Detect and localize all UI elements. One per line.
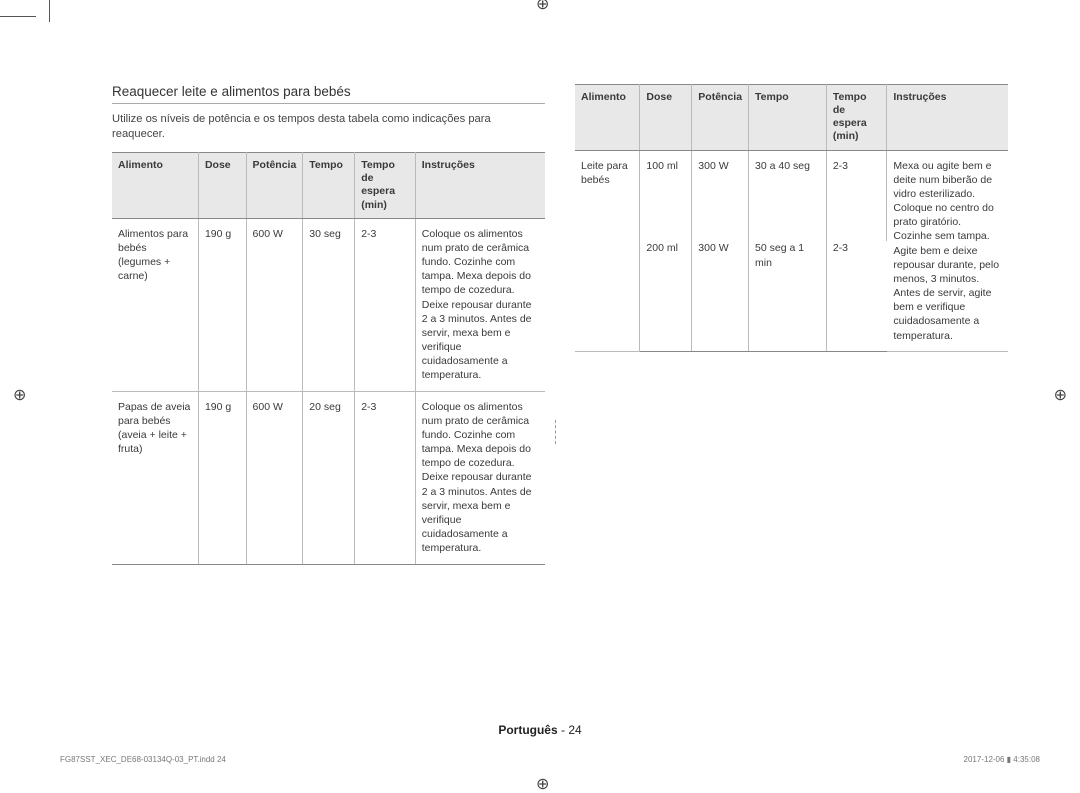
col-header-espera: Tempo de espera (min) xyxy=(826,85,887,151)
page-footer: Português - 24 xyxy=(0,723,1080,737)
print-date: 2017-12-06 ▮ 4:35:08 xyxy=(964,755,1040,764)
registration-icon: ⊕ xyxy=(536,0,549,13)
cell-espera: 2-3 xyxy=(355,218,416,391)
footer-page: 24 xyxy=(568,723,581,737)
table-header-row: Alimento Dose Potência Tempo Tempo de es… xyxy=(112,153,545,219)
page: ⊕ ⊕ ⊕ ⊕ Reaquecer leite e alimentos para… xyxy=(0,0,1080,792)
cell-instrucoes: Mexa ou agite bem e deite num biberão de… xyxy=(887,150,1008,351)
print-path: FG87SST_XEC_DE68-03134Q-03_PT.indd 24 xyxy=(60,755,226,764)
cell-instrucoes: Coloque os alimentos num prato de cerâmi… xyxy=(415,218,545,391)
col-header-alimento: Alimento xyxy=(112,153,198,219)
cell-espera: 2-3 xyxy=(826,241,887,351)
footer-sep: - xyxy=(558,723,569,737)
left-table: Alimento Dose Potência Tempo Tempo de es… xyxy=(112,152,545,564)
registration-icon: ⊕ xyxy=(1054,388,1067,404)
col-header-potencia: Potência xyxy=(246,153,303,219)
cell-tempo: 20 seg xyxy=(303,391,355,564)
cell-alimento: Papas de aveia para bebés (aveia + leite… xyxy=(112,391,198,564)
col-header-alimento: Alimento xyxy=(575,85,640,151)
footer-language: Português xyxy=(498,723,557,737)
left-column: Reaquecer leite e alimentos para bebés U… xyxy=(112,84,545,565)
table-row: Alimentos para bebés (legumes + carne) 1… xyxy=(112,218,545,391)
cell-espera: 2-3 xyxy=(355,391,416,564)
col-header-dose: Dose xyxy=(640,85,692,151)
section-intro: Utilize os níveis de potência e os tempo… xyxy=(112,112,545,142)
cell-tempo: 30 a 40 seg xyxy=(749,150,827,241)
table-row: Papas de aveia para bebés (aveia + leite… xyxy=(112,391,545,564)
cell-potencia: 300 W xyxy=(692,150,749,241)
crop-mark xyxy=(49,0,50,22)
cell-potencia: 300 W xyxy=(692,241,749,351)
col-header-tempo: Tempo xyxy=(749,85,827,151)
registration-icon: ⊕ xyxy=(13,388,26,404)
right-table: Alimento Dose Potência Tempo Tempo de es… xyxy=(575,84,1008,352)
cell-instrucoes: Coloque os alimentos num prato de cerâmi… xyxy=(415,391,545,564)
title-rule xyxy=(112,103,545,104)
col-header-dose: Dose xyxy=(198,153,246,219)
table-header-row: Alimento Dose Potência Tempo Tempo de es… xyxy=(575,85,1008,151)
crop-mark xyxy=(0,16,36,17)
cell-espera: 2-3 xyxy=(826,150,887,241)
cell-dose: 200 ml xyxy=(640,241,692,351)
cell-potencia: 600 W xyxy=(246,391,303,564)
content-columns: Reaquecer leite e alimentos para bebés U… xyxy=(112,84,1008,565)
col-header-potencia: Potência xyxy=(692,85,749,151)
cell-alimento: Leite para bebés xyxy=(575,150,640,351)
registration-icon: ⊕ xyxy=(536,777,549,793)
cell-tempo: 30 seg xyxy=(303,218,355,391)
cell-dose: 190 g xyxy=(198,391,246,564)
cell-dose: 100 ml xyxy=(640,150,692,241)
col-header-instrucoes: Instruções xyxy=(415,153,545,219)
cell-alimento: Alimentos para bebés (legumes + carne) xyxy=(112,218,198,391)
cell-dose: 190 g xyxy=(198,218,246,391)
cell-potencia: 600 W xyxy=(246,218,303,391)
col-header-instrucoes: Instruções xyxy=(887,85,1008,151)
col-header-tempo: Tempo xyxy=(303,153,355,219)
right-column: Alimento Dose Potência Tempo Tempo de es… xyxy=(575,84,1008,565)
section-title: Reaquecer leite e alimentos para bebés xyxy=(112,84,545,99)
table-row: Leite para bebés 100 ml 300 W 30 a 40 se… xyxy=(575,150,1008,241)
cell-tempo: 50 seg a 1 min xyxy=(749,241,827,351)
col-header-espera: Tempo de espera (min) xyxy=(355,153,416,219)
